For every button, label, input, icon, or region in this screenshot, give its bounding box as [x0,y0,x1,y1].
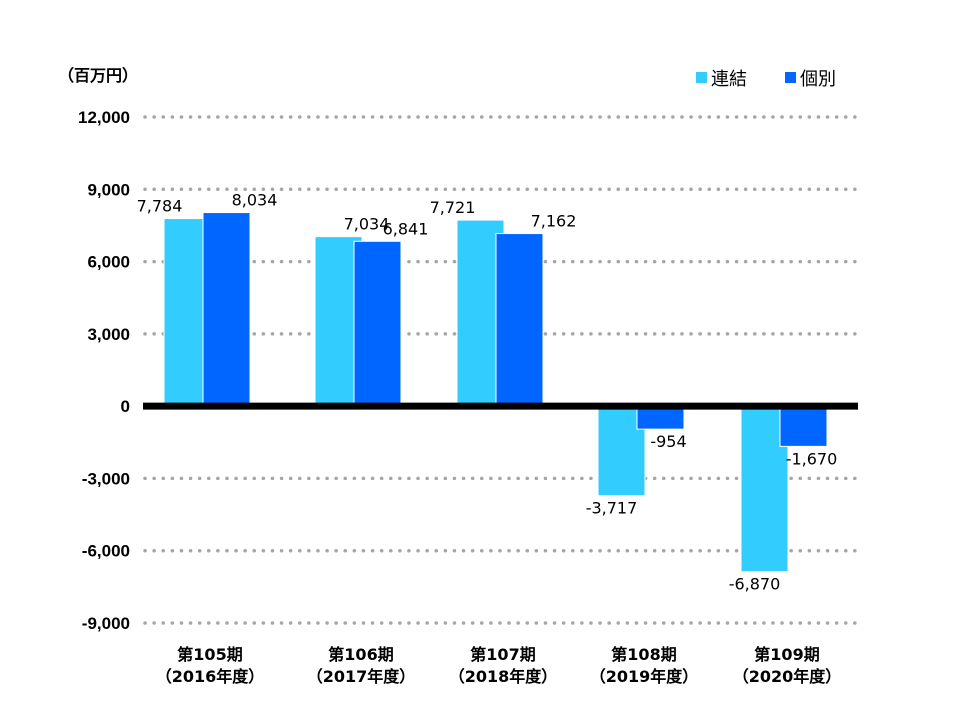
x-category-label: 第109期 [754,645,819,664]
data-label: -3,717 [586,499,638,518]
x-category-label: 第108期 [611,645,676,664]
data-label: 7,162 [531,212,577,231]
legend-label: 連結 [711,69,747,90]
bar-standalone [353,240,402,407]
data-label: -954 [650,432,686,451]
x-category-label: （2018年度） [449,667,558,686]
y-tick-label: -9,000 [82,614,130,633]
x-category-label: 第106期 [328,645,393,664]
y-tick-label: 0 [121,397,130,416]
y-axis-unit-label: （百万円） [58,66,138,85]
data-label: 6,841 [383,219,429,238]
data-label: 8,034 [232,191,278,210]
data-label: -6,870 [729,575,781,594]
bar-standalone [495,233,544,407]
x-category-label: （2020年度） [733,667,842,686]
bars [163,212,828,573]
legend-label: 個別 [800,69,836,90]
x-category-label: 第107期 [470,645,535,664]
x-category-label: （2016年度） [156,667,265,686]
legend-swatch [785,72,796,83]
y-tick-label: 9,000 [87,180,130,199]
legend: 連結 個別 [696,69,836,90]
y-axis-ticks: 12,000 9,000 6,000 3,000 0 -3,000 -6,000 -9,000 [78,108,130,633]
x-category-label: （2019年度） [590,667,699,686]
bar-standalone [202,212,251,407]
data-label: -1,670 [786,449,838,468]
y-tick-label: 12,000 [78,108,130,127]
bar-standalone [779,405,828,447]
legend-swatch [696,72,707,83]
x-category-label: 第105期 [177,645,242,664]
data-labels: 7,784 7,034 7,721 -3,717 -6,870 8,034 6,841 7,1… [137,191,838,594]
x-axis-categories: 第105期 （2016年度） 第106期 （2017年度） 第107期 （2018年度） 第… [156,645,842,686]
y-tick-label: -6,000 [82,542,130,561]
x-category-label: （2017年度） [307,667,416,686]
data-label: 7,034 [344,215,390,234]
y-tick-label: 6,000 [87,253,130,272]
data-label: 7,721 [430,198,476,217]
data-label: 7,784 [137,197,183,216]
y-tick-label: 3,000 [87,325,130,344]
y-tick-label: -3,000 [82,469,130,488]
